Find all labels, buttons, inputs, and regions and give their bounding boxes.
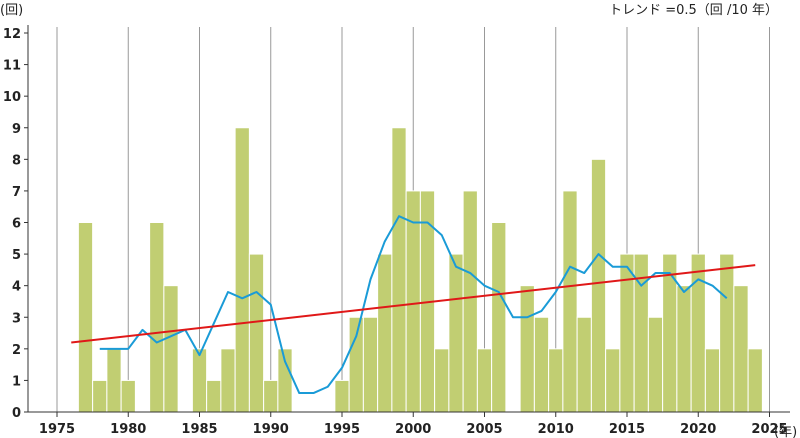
bar-2013 — [590, 158, 607, 413]
bar-1978 — [92, 379, 108, 413]
y-tick-label-6: 6 — [12, 217, 21, 232]
y-tick-label-3: 3 — [12, 311, 21, 326]
trend-annotation: トレンド =0.5（回 /10 年） — [609, 3, 778, 18]
y-axis-unit: (回) — [0, 3, 23, 18]
bar-1998 — [377, 253, 393, 413]
y-tick-label-12: 12 — [3, 27, 21, 42]
y-tick-label-9: 9 — [12, 122, 21, 137]
bar-2005 — [476, 348, 493, 413]
y-tick-label-8: 8 — [12, 153, 21, 168]
bar-1995 — [334, 379, 350, 413]
y-tick-label-0: 0 — [12, 406, 21, 421]
x-tick-label-1975: 1975 — [39, 422, 75, 437]
bar-2004 — [462, 190, 478, 413]
x-tick-label-2025: 2025 — [751, 422, 787, 437]
bar-2010 — [548, 348, 564, 413]
bar-2020 — [690, 253, 706, 413]
bar-2009 — [533, 316, 550, 413]
bar-1982 — [149, 222, 165, 413]
bar-2018 — [662, 253, 678, 413]
bar-1988 — [234, 127, 250, 413]
bars — [77, 127, 763, 413]
bar-2024 — [747, 348, 763, 413]
moving-average-line — [99, 215, 728, 395]
bar-2015 — [619, 253, 635, 413]
y-tick-label-5: 5 — [12, 248, 21, 263]
bar-2012 — [576, 316, 592, 413]
x-tick-label-1995: 1995 — [324, 422, 360, 437]
bar-2002 — [434, 348, 450, 413]
x-tick-label-2020: 2020 — [680, 422, 716, 437]
x-tick-label-2015: 2015 — [609, 422, 645, 437]
lines — [71, 215, 756, 395]
bar-2021 — [704, 348, 721, 413]
bar-2014 — [605, 348, 621, 413]
x-tick-label-1985: 1985 — [181, 422, 217, 437]
bar-1979 — [106, 348, 122, 413]
x-axis-unit: (年) — [774, 425, 797, 438]
bar-2011 — [562, 190, 578, 413]
bar-1989 — [248, 253, 265, 413]
bar-2000 — [405, 190, 421, 413]
y-tick-label-11: 11 — [3, 59, 21, 74]
x-tick-label-2005: 2005 — [466, 422, 502, 437]
bar-2023 — [733, 285, 749, 413]
bar-1997 — [362, 316, 379, 413]
bar-2008 — [519, 285, 535, 413]
bar-1999 — [391, 127, 407, 413]
bar-1980 — [120, 379, 136, 413]
bar-2003 — [448, 253, 464, 413]
trend-line — [71, 264, 756, 344]
bar-1983 — [163, 285, 179, 413]
bar-2017 — [647, 316, 664, 413]
y-tick-label-1: 1 — [12, 374, 21, 389]
bar-1996 — [348, 316, 364, 413]
y-tick-label-10: 10 — [3, 90, 21, 105]
bar-1990 — [263, 379, 279, 413]
bar-1986 — [206, 379, 222, 413]
x-tick-label-1990: 1990 — [253, 422, 289, 437]
bar-1987 — [220, 348, 236, 413]
x-tick-label-1980: 1980 — [110, 422, 146, 437]
bar-2006 — [491, 222, 507, 413]
y-tick-label-2: 2 — [12, 343, 21, 358]
x-tick-label-2000: 2000 — [395, 422, 431, 437]
bar-2022 — [719, 253, 735, 413]
bar-2019 — [676, 285, 692, 413]
bar-1985 — [191, 348, 208, 413]
y-tick-label-7: 7 — [12, 185, 21, 200]
x-tick-label-2010: 2010 — [538, 422, 574, 437]
bar-1977 — [77, 222, 94, 413]
y-tick-label-4: 4 — [12, 280, 21, 295]
